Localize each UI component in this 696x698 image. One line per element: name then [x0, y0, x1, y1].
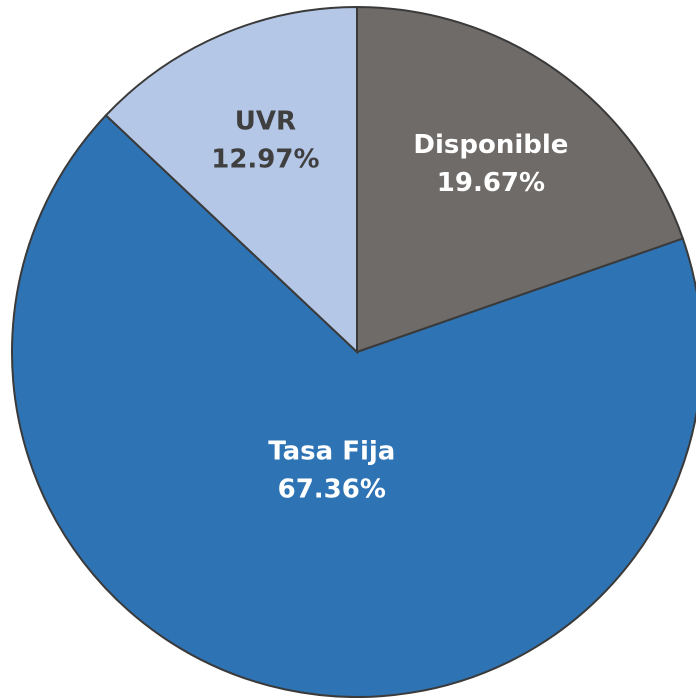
pie-slice	[11, 113, 696, 698]
slice-value-label: 67.36%	[278, 475, 386, 505]
slice-label: Disponible	[413, 130, 568, 160]
slice-value-label: 12.97%	[211, 144, 319, 174]
slice-value-label: 19.67%	[437, 168, 545, 198]
pie-slice	[104, 5, 358, 355]
slice-label: UVR	[235, 106, 296, 136]
slice-label: Tasa Fija	[268, 437, 395, 467]
pie-slice	[356, 5, 685, 354]
